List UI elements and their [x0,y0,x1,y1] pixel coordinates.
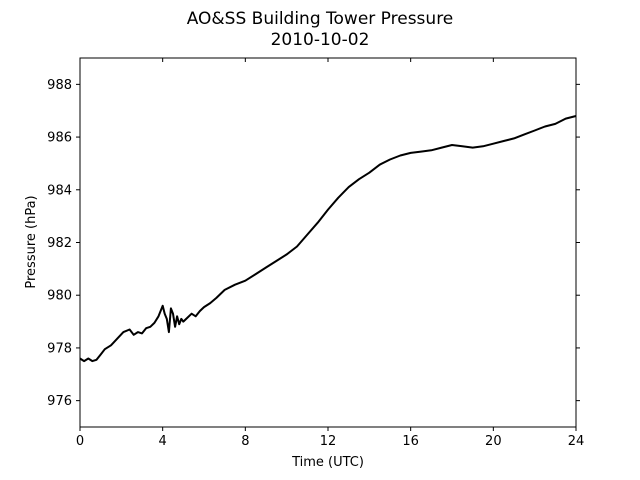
y-tick-label-986: 986 [47,131,72,146]
x-tick-label-12: 12 [320,434,337,449]
y-tick-label-984: 984 [47,183,72,198]
x-tick-label-4: 4 [159,434,167,449]
x-axis-label: Time (UTC) [291,455,364,470]
x-tick-label-0: 0 [76,434,84,449]
y-tick-label-980: 980 [47,289,72,304]
x-tick-label-16: 16 [402,434,419,449]
y-tick-label-982: 982 [47,236,72,251]
chart-subtitle: 2010-10-02 [271,30,370,50]
y-axis-label: Pressure (hPa) [24,195,39,288]
plot-area: 0 4 8 12 16 20 24 976 978 980 982 984 986 988 [47,57,585,449]
y-tick-label-976: 976 [47,394,72,409]
plot-frame [79,57,577,428]
x-tick-label-8: 8 [241,434,249,449]
x-tick-label-20: 20 [485,434,502,449]
x-tick-label-24: 24 [568,434,585,449]
series-line-0 [79,115,577,363]
y-tick-label-978: 978 [47,341,72,356]
chart-title: AO&SS Building Tower Pressure [187,9,454,29]
y-tick-label-988: 988 [47,78,72,93]
